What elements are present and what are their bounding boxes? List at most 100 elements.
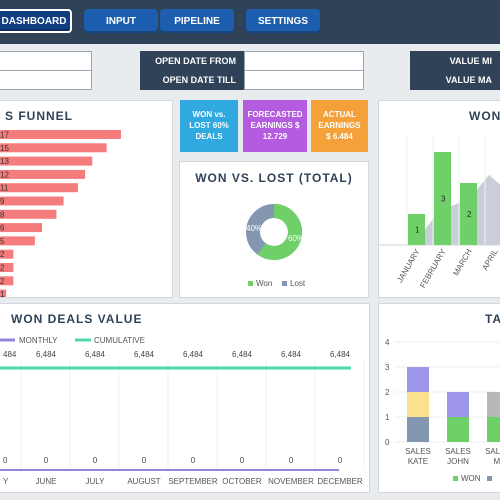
filter-left-top-field[interactable]	[0, 51, 92, 71]
legend-won-swatch	[248, 281, 253, 286]
won-month-label: APRIL	[480, 247, 500, 272]
month-axis-label: AUGUST	[127, 477, 160, 486]
top-nav-bar: DASHBOARD INPUT PIPELINE SETTINGS	[0, 0, 500, 44]
month-axis-label: NOVEMBER	[268, 477, 314, 486]
won-month-bar	[460, 183, 477, 245]
cumulative-value-label: 6,484	[183, 350, 204, 359]
category-label: SALES	[445, 447, 471, 456]
funnel-bar	[0, 236, 35, 246]
category-label: JOHN	[447, 457, 469, 466]
month-axis-label: DECEMBER	[317, 477, 363, 486]
funnel-bar-label: 2	[0, 277, 5, 286]
targets-panel: TA 01234SALESKATESALESJOHNSALESMIWON	[378, 303, 500, 493]
won-deals-value-chart: MONTHLY CUMULATIVE 484 0 Y 6,484 0 JUNE 6,484 0…	[0, 336, 365, 486]
won-month-value: 1	[415, 226, 420, 235]
legend-won-label: WON	[461, 474, 481, 483]
filter-left-bottom-field[interactable]	[0, 70, 92, 90]
kpi-won-line1: WON vs.	[192, 110, 226, 119]
kpi-actual-line2: EARNINGS	[318, 121, 361, 130]
open-date-from-input[interactable]	[244, 51, 364, 71]
monthly-value-label: 0	[240, 456, 245, 465]
won-vs-lost-panel: WON VS. LOST (TOTAL) 40% 60% Won Lost	[179, 161, 369, 298]
funnel-bar	[0, 263, 14, 272]
legend-lost-label: Lost	[290, 279, 306, 288]
cumulative-value-label: 6,484	[330, 350, 351, 359]
won-month-value: 3	[441, 195, 446, 204]
won-deals-value-panel: WON DEALS VALUE MONTHLY CUMULATIVE 484 0 Y…	[0, 303, 370, 493]
won-month-bar	[408, 214, 425, 245]
funnel-bar	[0, 143, 107, 153]
funnel-bar-label: 6	[0, 224, 5, 233]
category-label: SALES	[405, 447, 431, 456]
donut-won-segment	[246, 204, 302, 260]
donut-won-label: 60%	[288, 234, 304, 243]
nav-pipeline-button[interactable]: PIPELINE	[160, 9, 234, 33]
won-month-bar	[434, 152, 451, 245]
open-date-from-label: OPEN DATE FROM	[140, 51, 244, 71]
kpi-forecast-line2: EARNINGS $	[250, 121, 300, 130]
funnel-bar-label: 1	[0, 290, 5, 297]
won-vs-lost-title: WON VS. LOST (TOTAL)	[195, 171, 353, 185]
legend-won-swatch	[453, 476, 458, 481]
sales-funnel-chart: 17 15 13 12 11 9 8 6 5 2 2 2 1	[0, 130, 121, 297]
monthly-value-label: 0	[93, 456, 98, 465]
stacked-bar-segment	[407, 392, 429, 417]
stacked-bar-segment	[447, 417, 469, 442]
won-monthly-panel: WON 1 JANUARY 3 FEBRUARY 2 MARCH APRIL	[378, 100, 500, 298]
nav-dashboard-button[interactable]: DASHBOARD	[0, 9, 72, 33]
monthly-value-label: 0	[289, 456, 294, 465]
monthly-value-label: 0	[3, 456, 8, 465]
funnel-bar-label: 2	[0, 250, 5, 259]
funnel-bar-label: 17	[0, 131, 9, 140]
won-monthly-title: WON	[469, 109, 500, 123]
y-tick-label: 1	[385, 413, 390, 422]
stacked-bar-segment	[447, 392, 469, 417]
won-deals-value-title: WON DEALS VALUE	[11, 312, 143, 326]
kpi-actual-line1: ACTUAL	[323, 110, 356, 119]
funnel-bar-label: 15	[0, 144, 9, 153]
nav-input-button[interactable]: INPUT	[84, 9, 158, 33]
kpi-actual-line3: $ 6.484	[326, 132, 353, 141]
funnel-bar	[0, 289, 7, 297]
monthly-value-label: 0	[191, 456, 196, 465]
month-axis-label: Y	[3, 477, 9, 486]
y-tick-label: 2	[385, 388, 390, 397]
funnel-bar	[0, 130, 121, 139]
sales-funnel-title: S FUNNEL	[5, 109, 73, 123]
legend-won-label: Won	[256, 279, 272, 288]
monthly-value-label: 0	[338, 456, 343, 465]
funnel-bar	[0, 223, 43, 233]
month-axis-label: JUNE	[36, 477, 57, 486]
funnel-bar	[0, 249, 14, 259]
category-label: KATE	[408, 457, 428, 466]
funnel-bar	[0, 209, 57, 219]
cumulative-value-label: 6,484	[232, 350, 253, 359]
stacked-bar-segment	[487, 392, 500, 417]
cumulative-value-label: 6,484	[85, 350, 106, 359]
cumulative-value-label: 6,484	[134, 350, 155, 359]
stacked-bar-segment	[407, 367, 429, 392]
funnel-bar-label: 8	[0, 210, 5, 219]
kpi-forecasted-earnings-tile: FORECASTED EARNINGS $ 12.729	[243, 100, 307, 152]
funnel-bar-label: 13	[0, 157, 9, 166]
kpi-forecast-line1: FORECASTED	[247, 110, 303, 119]
targets-title: TA	[485, 312, 500, 326]
won-month-label: MARCH	[451, 247, 474, 277]
won-month-label: FEBRUARY	[418, 247, 448, 290]
legend-cumulative-label: CUMULATIVE	[94, 336, 145, 345]
y-tick-label: 4	[385, 338, 390, 347]
monthly-value-label: 0	[142, 456, 147, 465]
nav-settings-button[interactable]: SETTINGS	[246, 9, 320, 33]
funnel-bar	[0, 183, 78, 193]
stacked-bar-segment	[487, 417, 500, 442]
sales-funnel-panel: S FUNNEL 17 15 13 12 11 9 8 6 5 2 2 2 1	[0, 100, 173, 298]
legend-monthly-label: MONTHLY	[19, 336, 58, 345]
kpi-won-line3: DEALS	[195, 132, 223, 141]
open-date-till-input[interactable]	[244, 70, 364, 90]
month-axis-label: JULY	[86, 477, 106, 486]
legend-lost-swatch	[282, 281, 287, 286]
cumulative-area	[413, 175, 500, 245]
kpi-actual-earnings-tile: ACTUAL EARNINGS $ 6.484	[311, 100, 368, 152]
month-axis-label: SEPTEMBER	[168, 477, 218, 486]
y-tick-label: 0	[385, 438, 390, 447]
